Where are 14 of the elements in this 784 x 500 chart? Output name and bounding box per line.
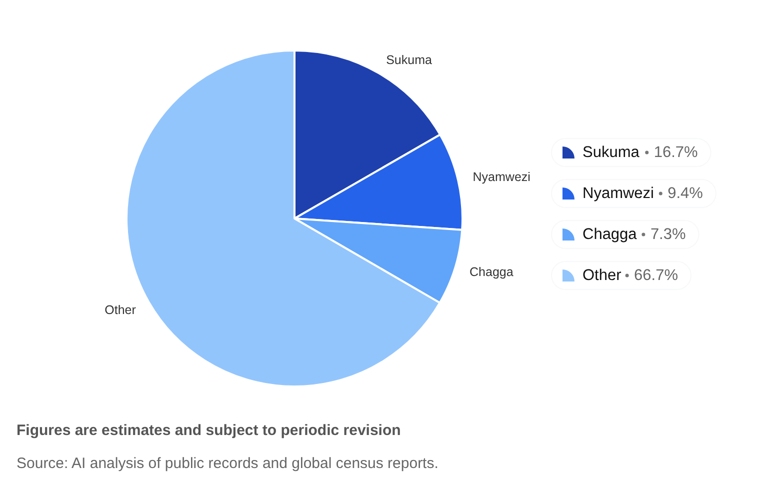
slice-label: Nyamwezi <box>472 170 530 184</box>
legend-label: Chagga <box>582 226 638 243</box>
data-label: 16.7% <box>654 144 698 161</box>
legend-label: Nyamwezi <box>582 185 654 202</box>
text: Figures are estimates and subject to periodic revision <box>16 422 401 439</box>
data-label: 66.7% <box>634 267 678 284</box>
legend-label: Other <box>582 267 622 284</box>
source-note: Source: AI analysis of public records and global census reports. <box>16 455 438 472</box>
slice-label: Chagga <box>470 264 514 279</box>
slice-label: Other <box>104 302 136 317</box>
data-label: 9.4% <box>668 185 704 202</box>
slice-label: Sukuma <box>386 53 432 68</box>
data-label: 7.3% <box>650 226 686 243</box>
legend-label: Sukuma <box>582 144 640 161</box>
